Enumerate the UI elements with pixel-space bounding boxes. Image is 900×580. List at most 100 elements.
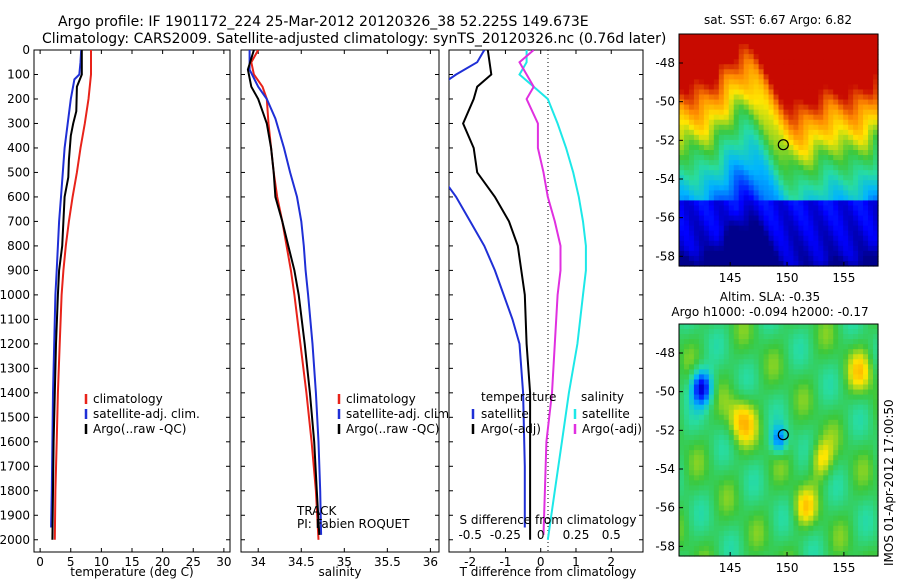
heatmap-cell <box>808 260 814 267</box>
heatmap-cell <box>828 200 834 207</box>
heatmap-cell <box>828 64 834 70</box>
heatmap-cell <box>848 384 854 391</box>
heatmap-cell <box>793 510 799 517</box>
heatmap-cell <box>758 155 765 161</box>
heatmap-cell <box>723 150 730 156</box>
series-line-climatology <box>53 50 92 540</box>
heatmap-cell <box>768 155 775 161</box>
heatmap-cell <box>743 344 750 350</box>
heatmap-cell <box>808 475 814 481</box>
heatmap-cell <box>718 535 725 542</box>
heatmap-cell <box>853 450 859 456</box>
heatmap-cell <box>863 170 869 176</box>
heatmap-cell <box>743 59 750 65</box>
heatmap-cell <box>823 59 829 65</box>
heatmap-cell <box>723 64 730 70</box>
heatmap-cell <box>848 505 854 512</box>
heatmap-cell <box>798 414 804 421</box>
heatmap-cell <box>703 210 710 217</box>
heatmap-cell <box>778 399 785 406</box>
heatmap-cell <box>848 535 854 542</box>
heatmap-cell <box>798 230 804 237</box>
heatmap-cell <box>818 455 824 461</box>
heatmap-cell <box>688 550 695 557</box>
heatmap-cell <box>808 79 814 86</box>
heatmap-cell <box>743 235 750 242</box>
heatmap-cell <box>793 324 799 330</box>
heatmap-cell <box>773 339 780 345</box>
heatmap-cell <box>748 530 755 537</box>
heatmap-cell <box>773 500 780 507</box>
heatmap-cell <box>833 64 839 70</box>
heatmap-cell <box>838 99 844 106</box>
heatmap-cell <box>868 530 874 537</box>
heatmap-cell <box>698 260 705 267</box>
heatmap-cell <box>833 210 839 217</box>
heatmap-cell <box>703 260 710 267</box>
heatmap-cell <box>728 334 735 340</box>
heatmap-cell <box>703 550 710 557</box>
heatmap-cell <box>868 399 874 406</box>
heatmap-cell <box>858 505 864 512</box>
heatmap-cell <box>808 165 814 171</box>
heatmap-cell <box>823 394 829 401</box>
heatmap-cell <box>778 475 785 481</box>
heatmap-cell <box>743 525 750 532</box>
heatmap-cell <box>838 545 844 552</box>
heatmap-cell <box>773 235 780 242</box>
heatmap-cell <box>853 470 859 476</box>
heatmap-cell <box>738 185 745 191</box>
heatmap-cell <box>733 550 740 557</box>
heatmap-cell <box>793 394 799 401</box>
heatmap-cell <box>723 409 730 416</box>
heatmap-cell <box>803 160 809 166</box>
heatmap-cell <box>813 540 819 547</box>
heatmap-cell <box>828 255 834 262</box>
heatmap-cell <box>868 170 874 176</box>
heatmap-cell <box>763 525 770 532</box>
heatmap-cell <box>798 144 804 151</box>
heatmap-cell <box>728 129 735 136</box>
heatmap-cell <box>838 104 844 111</box>
heatmap-cell <box>693 535 700 542</box>
heatmap-cell <box>843 104 849 111</box>
heatmap-cell <box>868 74 874 80</box>
heatmap-cell <box>828 144 834 151</box>
heatmap-cell <box>778 119 785 126</box>
heatmap-cell <box>813 399 819 406</box>
heatmap-cell <box>788 104 795 111</box>
heatmap-cell <box>703 359 710 365</box>
depth-axis: 0100200300400500600700800900100011001200… <box>0 43 230 547</box>
heatmap-cell <box>703 440 710 446</box>
heatmap-cell <box>808 379 814 386</box>
heatmap-cell <box>793 374 799 381</box>
heatmap-cell <box>813 79 819 86</box>
heatmap-cell <box>873 384 879 391</box>
heatmap-cell <box>713 175 720 181</box>
heatmap-cell <box>748 99 755 106</box>
heatmap-cell <box>803 49 809 55</box>
heatmap-cell <box>698 99 705 106</box>
heatmap-cell <box>798 545 804 552</box>
heatmap-cell <box>698 409 705 416</box>
legend-label: satellite-adj. clim. <box>93 407 200 421</box>
heatmap-cell <box>868 445 874 451</box>
heatmap-cell <box>723 450 730 456</box>
heatmap-cell <box>788 220 795 227</box>
heatmap-cell <box>758 34 765 40</box>
heatmap-cell <box>853 440 859 446</box>
heatmap-cell <box>763 99 770 106</box>
heatmap-cell <box>763 84 770 91</box>
heatmap-cell <box>688 535 695 542</box>
heatmap-cell <box>773 230 780 237</box>
heatmap-cell <box>753 215 760 222</box>
heatmap-cell <box>723 205 730 212</box>
heatmap-cell <box>873 389 879 396</box>
heatmap-cell <box>698 104 705 111</box>
heatmap-cell <box>818 470 824 476</box>
heatmap-cell <box>813 69 819 75</box>
heatmap-cell <box>703 235 710 242</box>
heatmap-cell <box>743 329 750 335</box>
heatmap-cell <box>788 354 795 360</box>
heatmap-cell <box>723 260 730 267</box>
